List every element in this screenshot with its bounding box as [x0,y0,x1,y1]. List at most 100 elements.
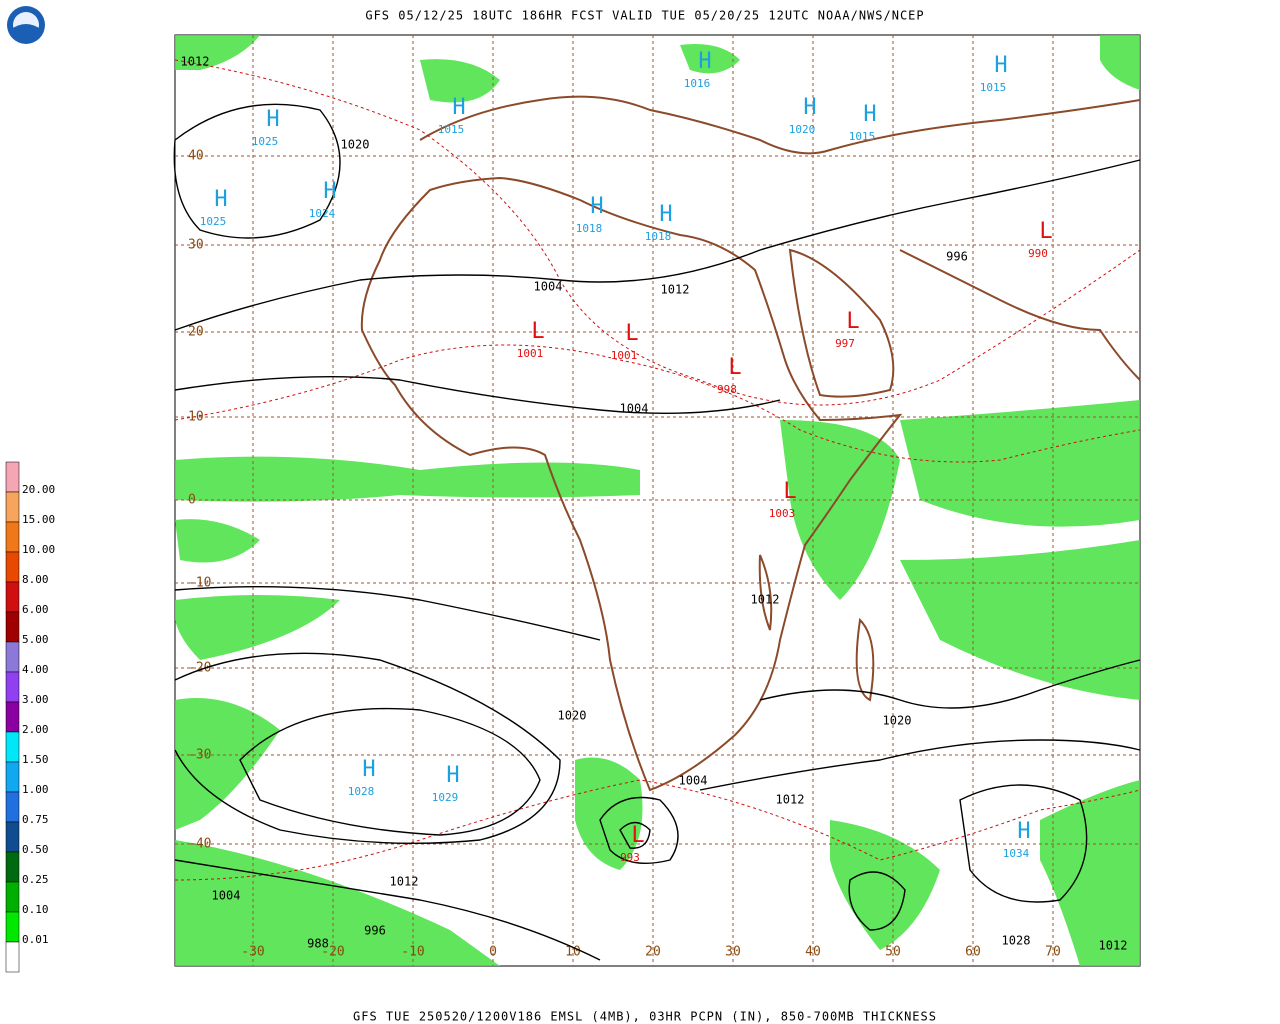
center-symbol: H [1017,819,1030,844]
legend-swatch [5,821,20,853]
center-value: 1015 [980,81,1007,94]
isobar-label: 1012 [1099,939,1128,953]
legend-swatch [5,581,20,613]
legend-label: 5.00 [22,633,49,646]
isobar-label: 1004 [212,889,241,903]
legend-swatch [5,671,20,703]
center-symbol: L [531,319,544,344]
title: GFS 05/12/25 18UTC 186HR FCST VALID TUE … [365,9,924,23]
isobar-label: 988 [307,937,329,951]
legend-label: 1.00 [22,783,49,796]
center-value: 990 [1028,247,1048,260]
isobar-label: 1012 [181,55,210,69]
center-value: 1015 [438,123,465,136]
center-symbol: H [446,763,459,788]
center-value: 1025 [252,135,279,148]
precipitation [175,35,1140,966]
center-symbol: H [266,107,279,132]
lon-label: 10 [565,945,581,960]
lon-label: -30 [241,945,264,960]
center-value: 1015 [849,130,876,143]
legend-swatch [5,491,20,523]
center-symbol: L [846,309,859,334]
lon-label: 50 [885,945,901,960]
center-symbol: L [783,479,796,504]
center-value: 1020 [789,123,816,136]
legend-label: 0.25 [22,873,49,886]
legend: 20.00 15.00 10.00 8.00 6.00 5.00 4.00 3.00 2.00 1… [5,461,55,973]
isobar-label: 1012 [751,593,780,607]
legend-label: 0.50 [22,843,49,856]
isobar-label: 1004 [679,774,708,788]
lat-label: -40 [188,837,211,852]
lon-label: -10 [401,945,424,960]
center-value: 1003 [769,507,796,520]
legend-label: 4.00 [22,663,49,676]
legend-label: 6.00 [22,603,49,616]
thickness-contours [174,59,1141,881]
legend-swatch [5,911,20,943]
center-value: 997 [835,337,855,350]
lat-label: 20 [188,325,204,340]
isobar-label: 1004 [620,402,649,416]
legend-swatch [5,611,20,643]
lon-label: 20 [645,945,661,960]
legend-swatch [5,791,20,823]
center-symbol: H [698,49,711,74]
isobar-label: 1012 [776,793,805,807]
isobar-label: 1020 [558,709,587,723]
noaa-logo [7,6,45,44]
isobar-label: 1012 [661,283,690,297]
legend-swatch [5,551,20,583]
lon-label: -20 [321,945,344,960]
legend-swatch [5,701,20,733]
center-symbol: H [214,187,227,212]
legend-label: 0.01 [22,933,49,946]
legend-label: 2.00 [22,723,49,736]
center-symbol: H [452,95,465,120]
legend-label: 0.10 [22,903,49,916]
center-symbol: H [362,757,375,782]
lat-label: -30 [188,748,211,763]
center-value: 1025 [200,215,227,228]
legend-swatch [5,731,20,763]
center-symbol: H [803,95,816,120]
center-value: 1001 [517,347,544,360]
center-value: 1018 [576,222,603,235]
center-symbol: H [994,53,1007,78]
legend-swatch-none [5,941,20,973]
isobar-labels: 1012 1020 1004 1012 1004 1012 1020 1012 1004 996 1… [181,55,1128,953]
center-value: 993 [620,851,640,864]
legend-swatch [5,461,20,493]
isobar-label: 1012 [390,875,419,889]
isobar-label: 1028 [1002,934,1031,948]
lon-label: 60 [965,945,981,960]
center-symbol: H [659,202,672,227]
legend-label: 10.00 [22,543,55,556]
legend-swatch [5,851,20,883]
isobars [173,103,1141,961]
center-symbol: L [728,355,741,380]
center-symbol: L [631,823,644,848]
legend-label: 0.75 [22,813,49,826]
center-symbol: H [863,102,876,127]
lon-label: 40 [805,945,821,960]
center-value: 998 [717,383,737,396]
legend-swatch [5,641,20,673]
pressure-centers: H 1025 H 1025 H 1024 H 1015 H 1018 H 1018 H 1016 H 1020… [200,49,1053,864]
legend-label: 8.00 [22,573,49,586]
legend-label: 15.00 [22,513,55,526]
lat-label: 0 [188,493,196,508]
center-symbol: L [1039,219,1052,244]
legend-label: 1.50 [22,753,49,766]
legend-label: 3.00 [22,693,49,706]
center-value: 1016 [684,77,711,90]
lon-label: 70 [1045,945,1061,960]
legend-label: 20.00 [22,483,55,496]
footer: GFS TUE 250520/1200V186 EMSL (4MB), 03HR… [353,1010,937,1024]
center-value: 1001 [611,349,638,362]
isobar-label: 996 [364,924,386,938]
center-value: 1028 [348,785,375,798]
isobar-label: 1004 [534,280,563,294]
